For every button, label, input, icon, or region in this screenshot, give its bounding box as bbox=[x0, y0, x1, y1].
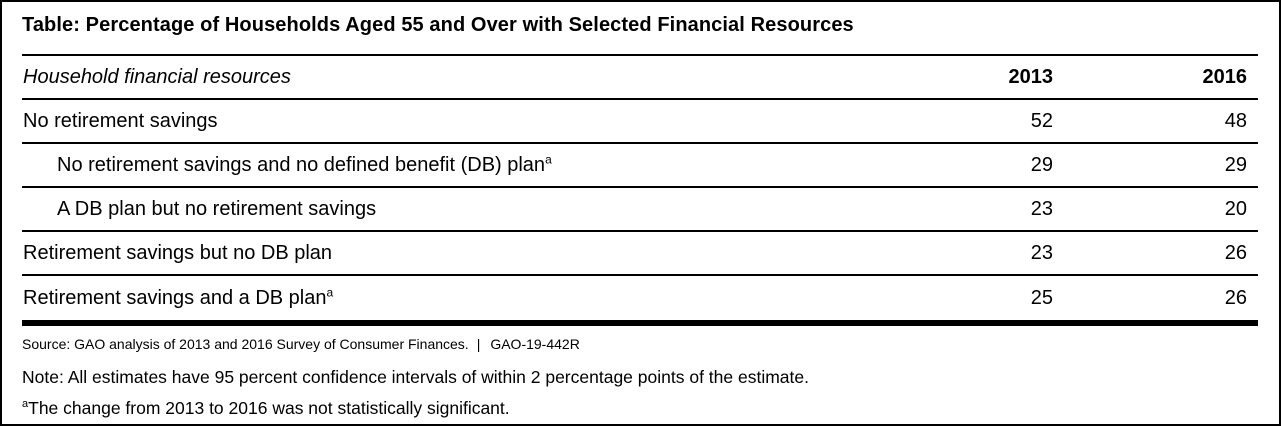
row-label: A DB plan but no retirement savings bbox=[57, 197, 377, 220]
value-2013: 23 bbox=[1030, 241, 1053, 264]
footnote-marker: a bbox=[22, 398, 29, 411]
data-table: Household financial resources 2013 2016 … bbox=[22, 54, 1258, 326]
table-row: No retirement savings and no defined ben… bbox=[22, 144, 1258, 188]
footnote-line: aThe change from 2013 to 2016 was not st… bbox=[22, 397, 1258, 420]
header-year-2013: 2013 bbox=[1008, 65, 1054, 88]
value-2016: 29 bbox=[1224, 153, 1247, 176]
source-divider: | bbox=[476, 336, 481, 352]
value-2016: 48 bbox=[1224, 109, 1247, 132]
value-2016: 26 bbox=[1224, 286, 1247, 309]
header-year-2016: 2016 bbox=[1202, 65, 1248, 88]
header-label: Household financial resources bbox=[23, 65, 291, 88]
value-2016: 26 bbox=[1224, 241, 1247, 264]
table-header-row: Household financial resources 2013 2016 bbox=[22, 56, 1258, 100]
report-id: GAO-19-442R bbox=[490, 336, 580, 352]
footnote-marker: a bbox=[545, 151, 552, 166]
footnote-text: The change from 2013 to 2016 was not sta… bbox=[28, 398, 510, 418]
table-row: Retirement savings but no DB plan 23 26 bbox=[22, 232, 1258, 276]
value-2013: 23 bbox=[1030, 197, 1053, 220]
table-row: No retirement savings 52 48 bbox=[22, 100, 1258, 144]
row-label: Retirement savings and a DB plana bbox=[23, 284, 334, 309]
value-2013: 29 bbox=[1030, 153, 1053, 176]
value-2016: 20 bbox=[1224, 197, 1247, 220]
table-row: A DB plan but no retirement savings 23 2… bbox=[22, 188, 1258, 232]
value-2013: 52 bbox=[1030, 109, 1053, 132]
table-title: Table: Percentage of Households Aged 55 … bbox=[22, 14, 854, 36]
row-label: No retirement savings bbox=[23, 109, 218, 132]
table-row: Retirement savings and a DB plana 25 26 bbox=[22, 276, 1258, 320]
footnote-marker: a bbox=[326, 284, 334, 299]
note-line: Note: All estimates have 95 percent conf… bbox=[22, 367, 809, 387]
row-label: No retirement savings and no defined ben… bbox=[57, 151, 552, 176]
value-2013: 25 bbox=[1030, 286, 1053, 309]
row-label: Retirement savings but no DB plan bbox=[23, 241, 333, 264]
source-text: Source: GAO analysis of 2013 and 2016 Su… bbox=[22, 336, 469, 352]
source-line: Source: GAO analysis of 2013 and 2016 Su… bbox=[22, 335, 1258, 354]
